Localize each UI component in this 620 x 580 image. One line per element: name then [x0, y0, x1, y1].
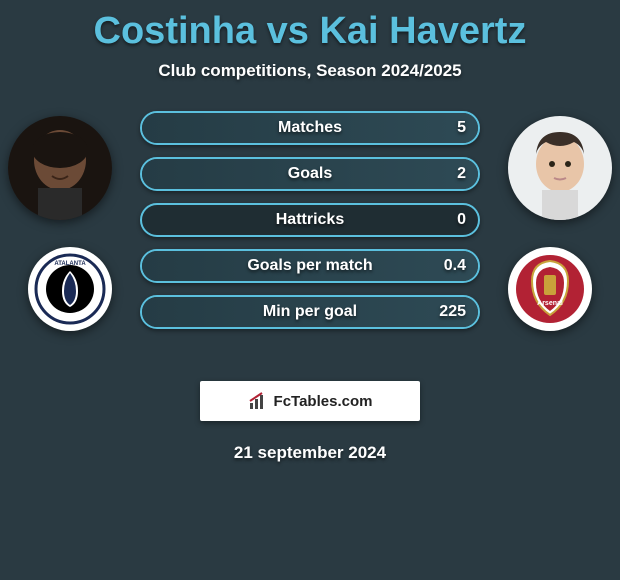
player-right-avatar	[508, 116, 612, 220]
club-crest-icon: ATALANTA	[34, 253, 106, 325]
stat-row: Goals2	[140, 157, 480, 191]
date-text: 21 september 2024	[0, 443, 620, 463]
club-right-badge: Arsenal	[508, 247, 592, 331]
stat-value-right: 0	[457, 205, 466, 235]
chart-icon	[248, 391, 268, 411]
stat-label: Hattricks	[142, 205, 478, 235]
stat-row: Goals per match0.4	[140, 249, 480, 283]
player-left-avatar	[8, 116, 112, 220]
stat-label: Goals	[142, 159, 478, 189]
subtitle: Club competitions, Season 2024/2025	[0, 61, 620, 81]
stat-label: Goals per match	[142, 251, 478, 281]
stat-row: Min per goal225	[140, 295, 480, 329]
stat-label: Min per goal	[142, 297, 478, 327]
brand-text: FcTables.com	[274, 393, 373, 410]
stat-label: Matches	[142, 113, 478, 143]
stat-value-right: 2	[457, 159, 466, 189]
stat-value-right: 5	[457, 113, 466, 143]
brand-box: FcTables.com	[200, 381, 420, 421]
club-left-badge: ATALANTA	[28, 247, 112, 331]
stat-row: Hattricks0	[140, 203, 480, 237]
club-crest-icon: Arsenal	[514, 253, 586, 325]
stats-table: Matches5Goals2Hattricks0Goals per match0…	[140, 111, 480, 341]
svg-text:Arsenal: Arsenal	[537, 300, 563, 307]
stat-value-right: 225	[439, 297, 466, 327]
avatar-placeholder-icon	[8, 116, 112, 220]
stat-row: Matches5	[140, 111, 480, 145]
comparison-region: ATALANTA Arsenal Matches5 Goals2 Hattricks…	[0, 111, 620, 361]
avatar-placeholder-icon	[508, 116, 612, 220]
page-title: Costinha vs Kai Havertz	[0, 0, 620, 53]
stat-value-right: 0.4	[444, 251, 466, 281]
svg-text:ATALANTA: ATALANTA	[54, 261, 86, 267]
